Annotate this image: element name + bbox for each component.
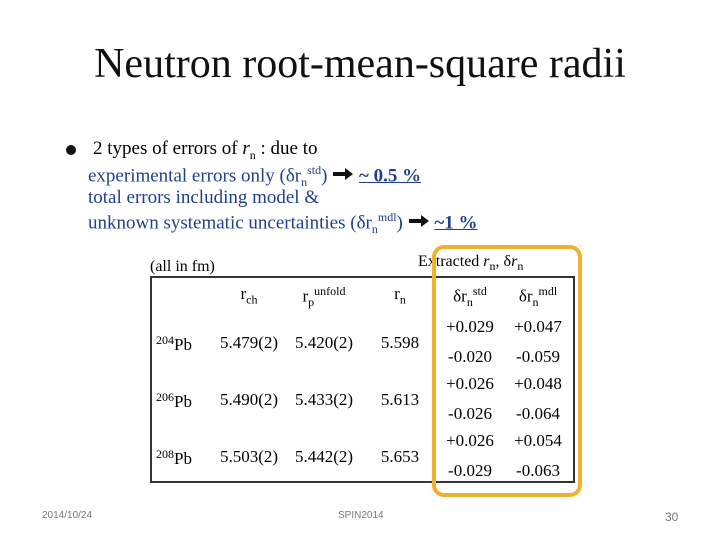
text: std <box>472 284 487 298</box>
slide-title: Neutron root-mean-square radii <box>94 41 626 87</box>
text: n <box>532 295 539 310</box>
value-cell: 5.442(2) <box>294 447 354 466</box>
text: mdl <box>538 284 558 298</box>
text: n <box>301 175 308 190</box>
footer-date: 2014/10/24 <box>42 510 93 521</box>
data-table: rch rpunfold rn δrnstd δrnmdl 204Pb 5.479(2) 5.… <box>150 276 575 483</box>
text: r <box>242 138 250 159</box>
value-cell: 5.598 <box>380 333 420 352</box>
error-cell: -0.026 <box>448 404 492 423</box>
text: unfold <box>314 284 346 298</box>
text: : due to <box>255 138 318 159</box>
header-cell: δrnmdl <box>503 284 573 310</box>
text: ) <box>321 165 333 187</box>
arrow-icon <box>333 168 354 181</box>
header-cell: rch <box>214 284 284 307</box>
value-cell: 5.653 <box>380 447 420 466</box>
text: r <box>302 286 309 306</box>
value-cell: 5.503(2) <box>219 447 279 466</box>
text: unknown systematic uncertainties (δr <box>88 212 372 234</box>
text: Pb <box>174 392 192 411</box>
error-cell: +0.054 <box>514 431 562 450</box>
text: Pb <box>174 449 192 468</box>
error-cell: +0.026 <box>446 374 494 393</box>
isotope: 206Pb <box>156 390 211 412</box>
text: ~ 0.5 % <box>358 165 422 187</box>
footer-event: SPIN2014 <box>338 510 384 521</box>
text: n <box>371 222 378 237</box>
arrow-icon <box>408 215 429 228</box>
text: r <box>394 284 400 303</box>
text: 204 <box>156 333 174 347</box>
bullet-line: 2 types of errors of rn : due to <box>93 138 317 163</box>
value-cell: 5.479(2) <box>219 333 279 352</box>
text: 206 <box>156 390 174 404</box>
error-cell: -0.029 <box>448 461 492 480</box>
text: , δ <box>495 253 512 270</box>
text: n <box>466 295 473 310</box>
value-cell: 5.420(2) <box>294 333 354 352</box>
value-cell: 5.433(2) <box>294 390 354 409</box>
text: r <box>483 253 490 270</box>
bullet-line: experimental errors only (δrnstd) ~ 0.5 … <box>88 163 421 190</box>
error-cell: +0.026 <box>446 431 494 450</box>
error-cell: +0.029 <box>446 317 494 336</box>
error-cell: -0.059 <box>516 347 560 366</box>
text: mdl <box>377 210 397 224</box>
text: experimental errors only (δr <box>88 165 302 187</box>
bullet-line: unknown systematic uncertainties (δrnmdl… <box>88 210 478 237</box>
text: p <box>308 295 315 310</box>
page-number: 30 <box>665 510 679 524</box>
text: n <box>489 259 496 274</box>
error-cell: -0.064 <box>516 404 560 423</box>
text: r <box>240 284 247 303</box>
error-cell: +0.048 <box>514 374 562 393</box>
isotope: 204Pb <box>156 333 211 355</box>
text: std <box>307 163 322 177</box>
error-cell: +0.047 <box>514 317 562 336</box>
text: ) <box>396 212 408 234</box>
error-cell: -0.020 <box>448 347 492 366</box>
value-cell: 5.613 <box>380 390 420 409</box>
text: 208 <box>156 447 174 461</box>
bullet-dot <box>66 145 76 155</box>
header-cell: rn <box>365 284 435 307</box>
header-cell: rpunfold <box>289 284 359 310</box>
value-cell: 5.490(2) <box>219 390 279 409</box>
text: 2 types of errors of <box>93 138 243 159</box>
text: n <box>249 147 256 162</box>
bullet-line: total errors including model & <box>88 187 320 208</box>
text: ~1 % <box>434 212 478 234</box>
isotope: 208Pb <box>156 447 211 469</box>
text: Pb <box>174 335 192 354</box>
text: r <box>511 253 518 270</box>
text: ch <box>246 292 258 307</box>
highlight-box <box>432 245 582 497</box>
text: δr <box>518 286 533 306</box>
error-cell: -0.063 <box>516 461 560 480</box>
text: n <box>399 292 406 307</box>
text: n <box>517 259 524 274</box>
text: δr <box>453 286 467 306</box>
units-note: (all in fm) <box>150 258 215 275</box>
header-cell: δrnstd <box>435 284 505 310</box>
